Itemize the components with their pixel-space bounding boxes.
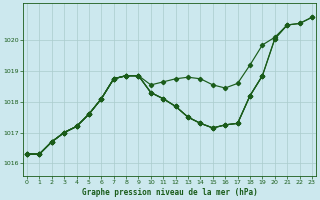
- X-axis label: Graphe pression niveau de la mer (hPa): Graphe pression niveau de la mer (hPa): [82, 188, 257, 197]
